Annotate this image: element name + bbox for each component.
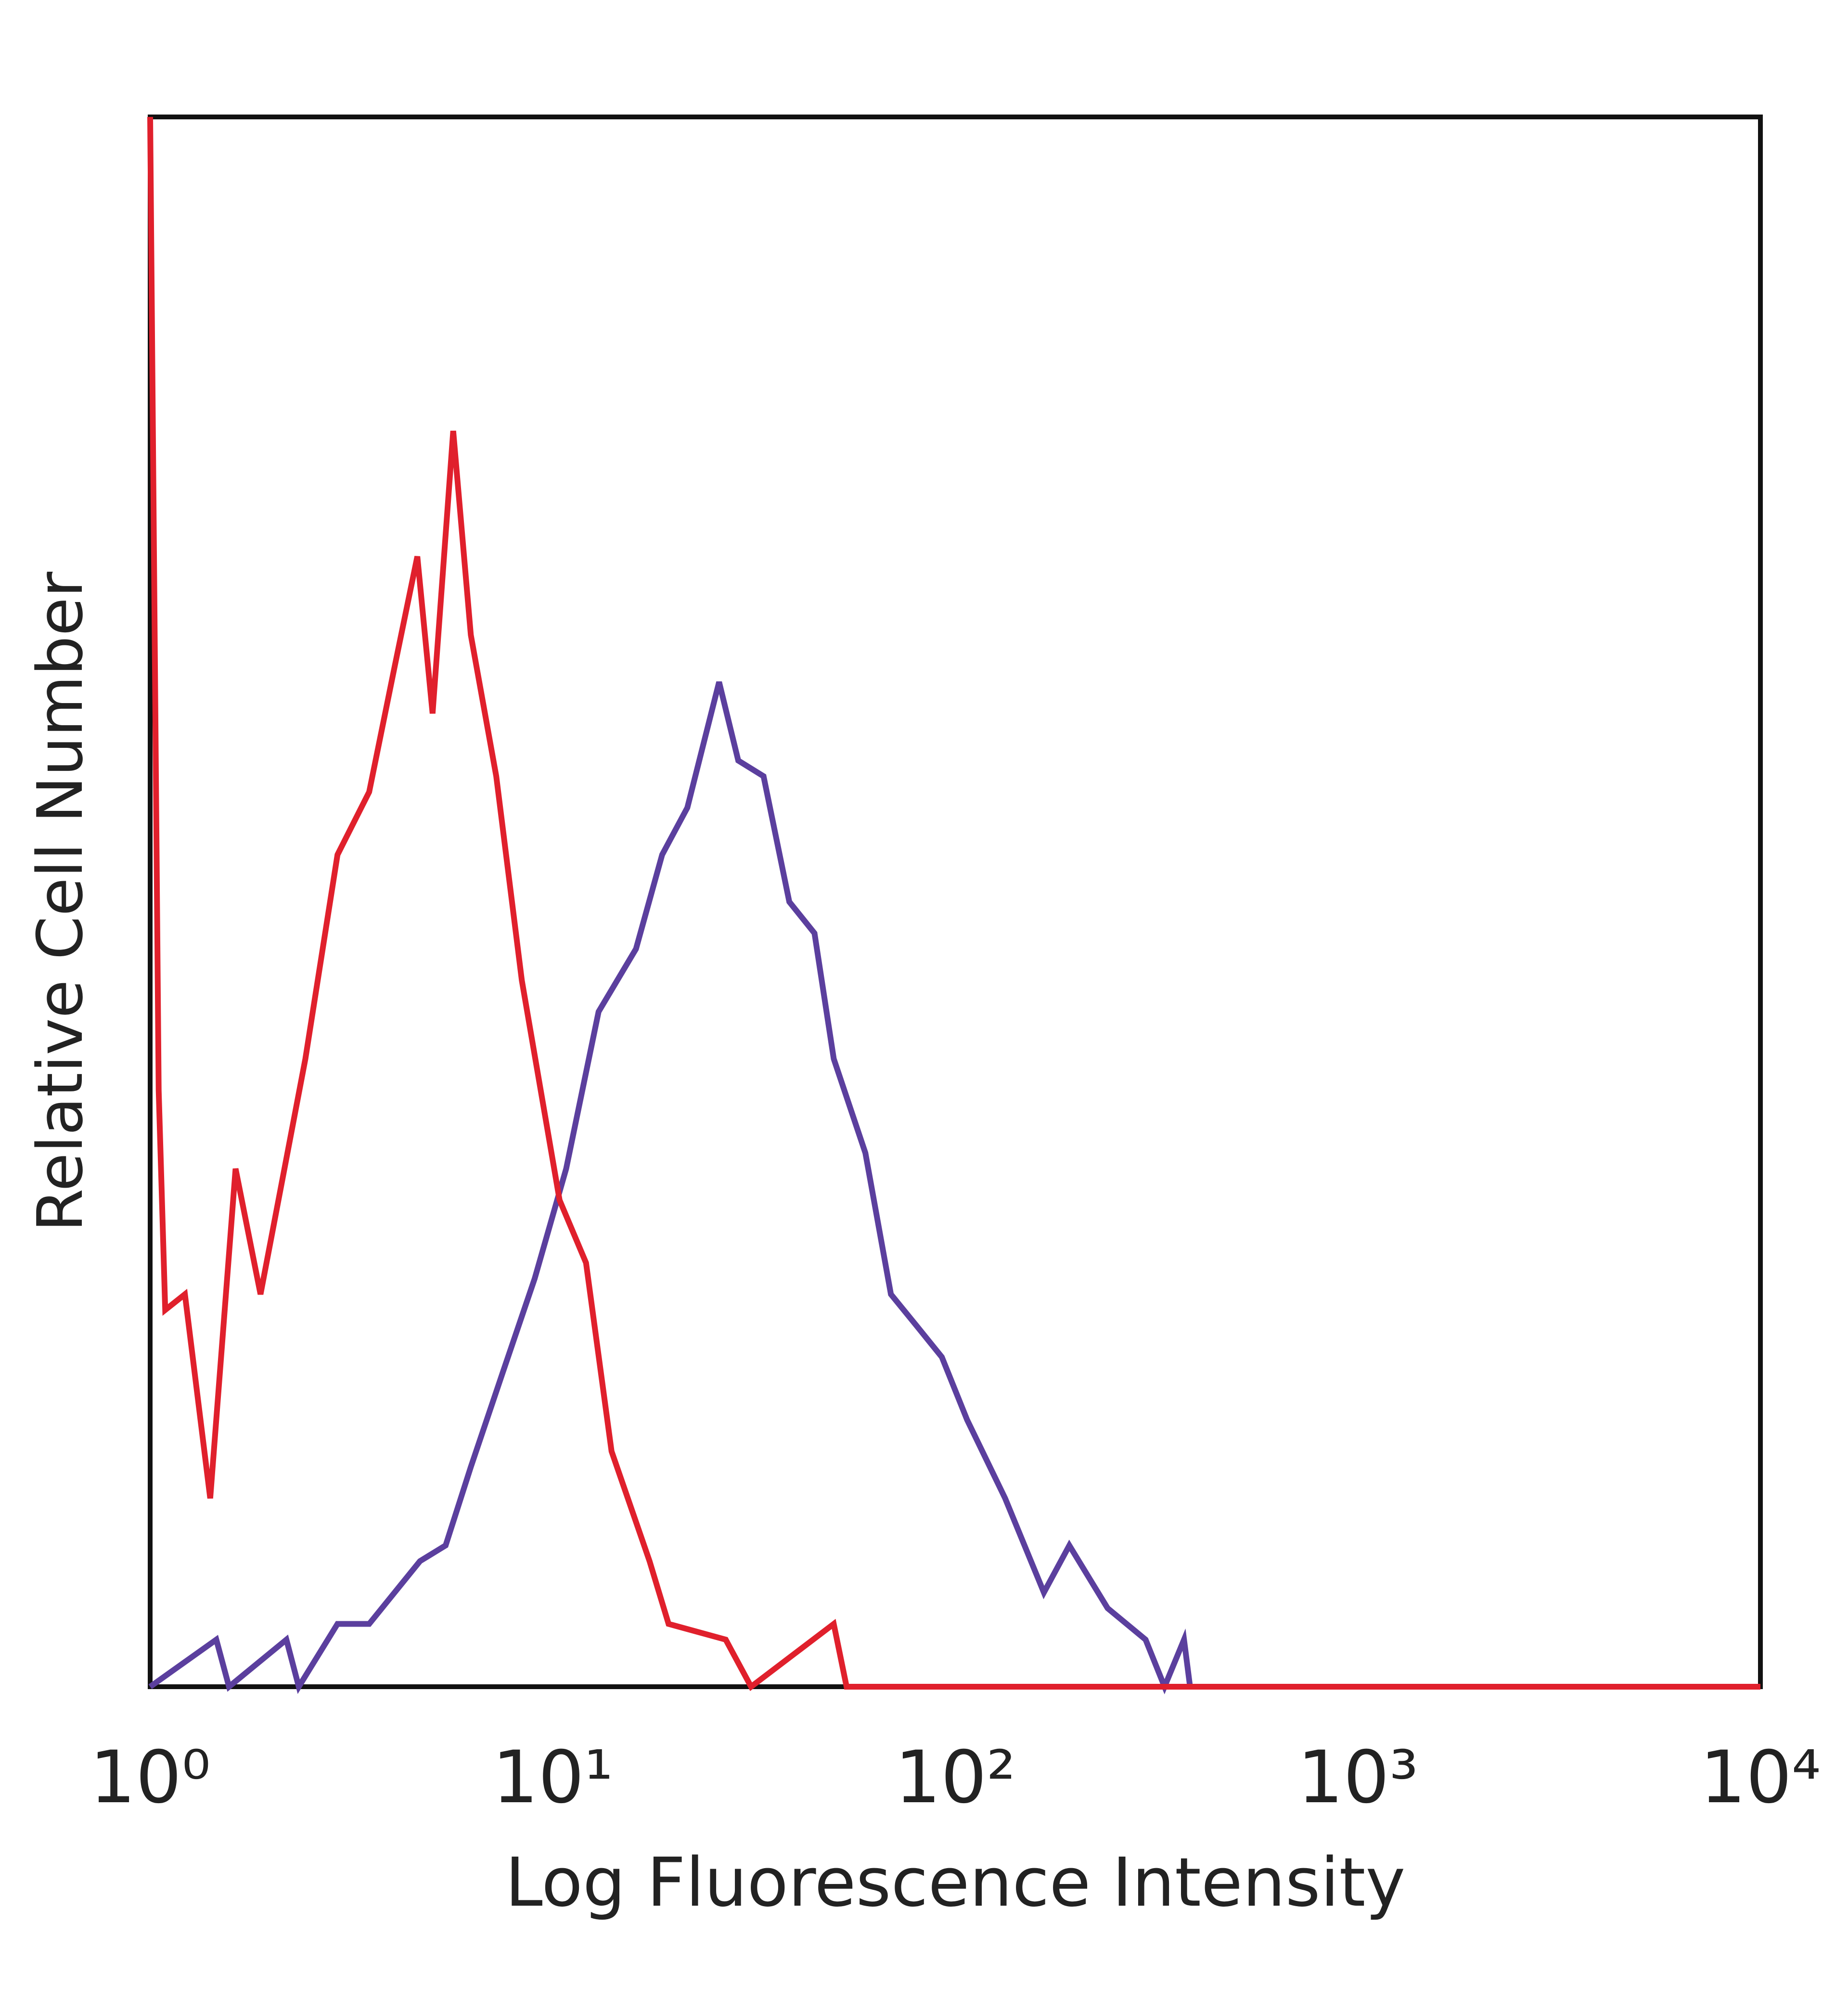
- y-axis-label: Relative Cell Number: [24, 571, 97, 1232]
- x-tick-label: 10²: [895, 1736, 1015, 1820]
- plot-frame: [148, 115, 1763, 1689]
- x-tick-label: 10⁰: [90, 1736, 210, 1820]
- histogram-line: [147, 116, 1760, 1692]
- x-tick-label: 10¹: [492, 1736, 613, 1820]
- x-axis-label: Log Fluorescence Intensity: [505, 1844, 1406, 1922]
- histogram-line: [148, 681, 1193, 1694]
- x-tick-label: 10⁴: [1700, 1736, 1821, 1820]
- x-tick-label: 10³: [1297, 1736, 1418, 1820]
